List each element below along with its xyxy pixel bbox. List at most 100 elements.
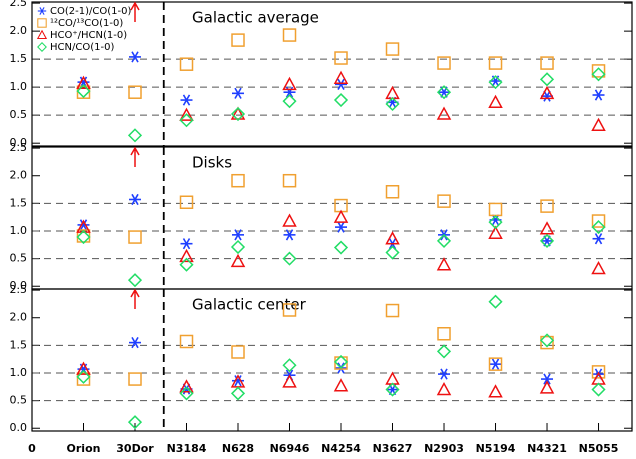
marker-shape	[591, 220, 606, 235]
data-point	[76, 230, 91, 245]
y-tick-label: 1.5	[10, 52, 28, 65]
x-tick-label: N5055	[579, 442, 619, 455]
data-point	[282, 28, 297, 42]
data-point	[592, 89, 605, 101]
marker-shape	[540, 199, 554, 213]
data-point	[438, 86, 451, 98]
marker-shape	[540, 56, 554, 70]
marker-shape	[76, 361, 91, 375]
marker-shape	[333, 240, 349, 255]
marker-stroke	[234, 87, 242, 99]
data-point	[282, 213, 297, 227]
marker-shape	[179, 248, 194, 263]
marker-shape	[76, 85, 91, 99]
data-point	[437, 194, 451, 208]
marker-shape	[539, 221, 555, 235]
legend-symbol	[36, 29, 48, 40]
marker-shape	[488, 384, 503, 398]
data-point	[282, 374, 297, 388]
marker-shape	[76, 369, 91, 384]
marker-shape	[179, 257, 194, 272]
y-tick-label: 0.0	[10, 421, 28, 434]
marker-shape	[76, 84, 91, 99]
data-point	[230, 386, 246, 401]
marker-stroke	[594, 233, 603, 245]
marker-stroke	[440, 368, 448, 380]
x-tick-label: N628	[222, 442, 254, 455]
panel-title: Galactic center	[192, 296, 307, 314]
marker-stroke	[234, 375, 242, 387]
marker-shape	[436, 106, 452, 120]
data-point	[179, 334, 194, 349]
marker-shape	[127, 415, 143, 430]
data-point	[335, 78, 348, 90]
data-point	[488, 384, 503, 398]
data-point	[333, 209, 349, 223]
data-point	[76, 369, 91, 384]
data-point	[436, 344, 452, 359]
data-point	[539, 333, 555, 348]
marker-shape	[488, 75, 503, 90]
data-point	[591, 260, 606, 275]
off-scale-arrow	[130, 1, 140, 22]
marker-shape	[37, 42, 47, 52]
y-tick-label: 0.0	[10, 136, 28, 149]
y-tick-label: 1.5	[10, 196, 28, 209]
x-tick-label: N4321	[527, 442, 567, 455]
x-tick-label: N3627	[373, 442, 413, 455]
data-point	[129, 193, 142, 206]
data-point	[128, 372, 142, 386]
marker-shape	[230, 386, 246, 401]
data-point	[230, 106, 246, 120]
marker-shape	[179, 334, 194, 349]
data-point	[385, 245, 400, 260]
data-point	[127, 273, 143, 288]
data-point	[180, 238, 193, 250]
y-tick-label: 1.0	[10, 224, 28, 237]
data-point	[436, 381, 452, 396]
data-point	[436, 233, 452, 248]
data-point	[76, 85, 91, 99]
marker-shape	[436, 257, 452, 271]
marker-shape	[333, 92, 349, 108]
data-point	[129, 51, 142, 63]
marker-shape	[385, 96, 400, 112]
y-tick-label: 1.0	[10, 366, 28, 379]
data-point	[179, 113, 194, 128]
marker-stroke	[594, 89, 603, 101]
marker-shape	[230, 106, 246, 120]
marker-stroke	[543, 90, 551, 102]
marker-shape	[127, 128, 143, 143]
panel-frame	[31, 1, 633, 147]
data-point	[232, 87, 245, 99]
data-point	[437, 327, 451, 341]
marker-shape	[282, 213, 297, 227]
marker-shape	[488, 225, 503, 239]
marker-shape	[540, 335, 554, 350]
marker-shape	[76, 230, 91, 245]
data-point	[437, 56, 451, 70]
marker-shape	[539, 85, 555, 100]
data-point	[539, 380, 555, 394]
data-point	[282, 251, 297, 266]
x-tick-label: 0	[28, 442, 36, 455]
data-point	[127, 415, 143, 430]
panel-frame	[31, 146, 633, 290]
y-tick-label: 2.0	[10, 311, 28, 324]
x-tick-label: Orion	[67, 442, 101, 455]
panel-frame	[31, 288, 633, 432]
marker-shape	[385, 371, 400, 385]
marker-shape	[591, 365, 606, 379]
marker-shape	[231, 33, 245, 47]
marker-shape	[488, 357, 503, 371]
marker-shape	[437, 56, 451, 70]
data-point	[230, 107, 246, 122]
data-point	[591, 382, 606, 397]
marker-shape	[488, 215, 503, 230]
data-point	[179, 248, 194, 263]
legend-symbol	[37, 18, 47, 28]
marker-stroke	[131, 336, 139, 349]
marker-shape	[179, 57, 194, 71]
data-point	[488, 75, 503, 90]
marker-shape	[282, 374, 297, 388]
